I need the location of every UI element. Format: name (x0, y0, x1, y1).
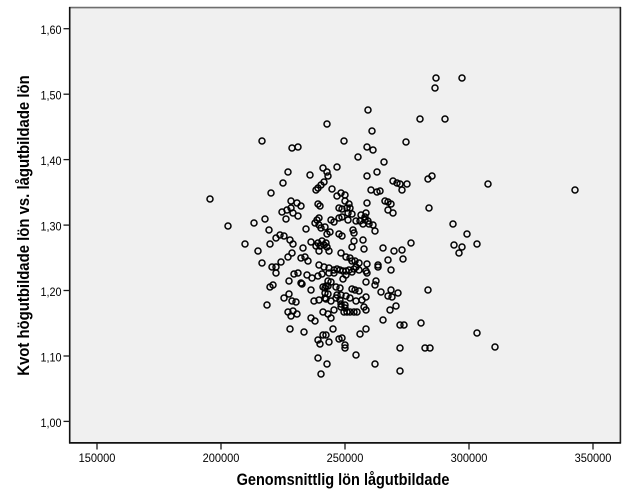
svg-text:1,50: 1,50 (41, 89, 62, 103)
svg-text:250000: 250000 (327, 451, 364, 465)
svg-text:1,00: 1,00 (41, 416, 62, 430)
svg-text:150000: 150000 (79, 451, 116, 465)
svg-text:Kvot högutbildade lön vs. lågu: Kvot högutbildade lön vs. lågutbildade l… (15, 75, 33, 376)
svg-text:200000: 200000 (203, 451, 240, 465)
svg-text:1,10: 1,10 (41, 350, 62, 364)
svg-text:1,60: 1,60 (41, 23, 62, 37)
svg-text:1,40: 1,40 (41, 154, 62, 168)
svg-text:1,30: 1,30 (41, 220, 62, 234)
svg-text:300000: 300000 (451, 451, 488, 465)
svg-text:Genomsnittlig lön lågutbildade: Genomsnittlig lön lågutbildade (237, 471, 450, 489)
svg-text:1,20: 1,20 (41, 285, 62, 299)
svg-text:350000: 350000 (575, 451, 612, 465)
